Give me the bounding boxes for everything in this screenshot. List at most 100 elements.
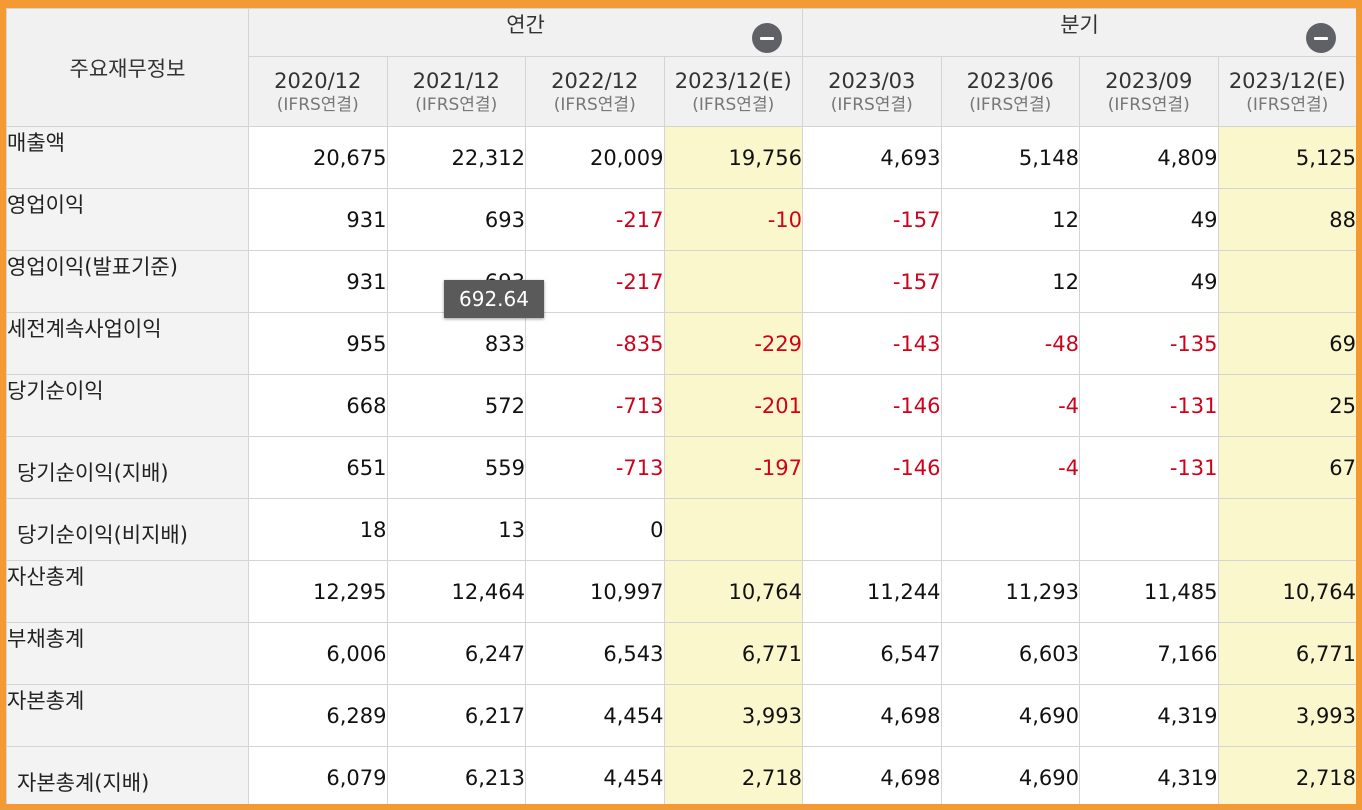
table-cell[interactable]: 2,718 xyxy=(1217,746,1356,804)
collapse-quarterly-minus-circle-icon[interactable] xyxy=(1306,23,1337,53)
table-cell[interactable] xyxy=(1079,498,1219,561)
table-cell[interactable]: 12 xyxy=(940,250,1081,313)
table-cell[interactable]: 6,213 xyxy=(386,746,526,804)
table-cell[interactable] xyxy=(1217,498,1356,561)
table-cell[interactable]: 19,756 xyxy=(663,126,804,189)
table-cell[interactable]: -201 xyxy=(663,374,804,437)
table-cell[interactable]: 3,993 xyxy=(1217,684,1356,747)
table-cell[interactable]: 11,485 xyxy=(1079,560,1219,623)
table-cell[interactable]: 651 xyxy=(248,436,388,499)
table-cell[interactable]: 12,295 xyxy=(248,560,388,623)
table-cell[interactable]: 4,809 xyxy=(1079,126,1219,189)
table-cell[interactable]: 3,993 xyxy=(663,684,804,747)
table-cell[interactable]: -146 xyxy=(802,374,942,437)
table-cell[interactable]: -197 xyxy=(663,436,804,499)
table-cell[interactable] xyxy=(663,498,804,561)
table-cell[interactable]: -229 xyxy=(663,312,804,375)
period-header: 2022/12 (IFRS연결) xyxy=(525,56,665,127)
table-cell[interactable]: 20,675 xyxy=(248,126,388,189)
table-cell[interactable]: 931 xyxy=(248,250,388,313)
table-cell[interactable]: -135 xyxy=(1079,312,1219,375)
table-row: 자본총계(지배) 6,079 6,213 4,454 2,718 4,698 4,690 4,… xyxy=(6,746,1356,804)
table-cell[interactable]: 6,217 xyxy=(386,684,526,747)
table-cell[interactable]: 4,698 xyxy=(802,746,942,804)
period-basis: (IFRS연결) xyxy=(1246,94,1329,115)
table-cell[interactable]: 4,690 xyxy=(940,746,1081,804)
table-cell[interactable]: 6,547 xyxy=(802,622,942,685)
table-cell[interactable]: 5,125 xyxy=(1217,126,1356,189)
table-cell[interactable]: -713 xyxy=(525,436,665,499)
table-cell[interactable]: 49 xyxy=(1079,188,1219,251)
table-cell[interactable]: 6,543 xyxy=(525,622,665,685)
collapse-annual-minus-circle-icon[interactable] xyxy=(752,23,783,53)
table-cell[interactable]: -131 xyxy=(1079,436,1219,499)
table-cell[interactable]: 18 xyxy=(248,498,388,561)
table-cell[interactable]: 10,764 xyxy=(1217,560,1356,623)
table-cell[interactable] xyxy=(1217,250,1356,313)
table-cell[interactable]: 12,464 xyxy=(386,560,526,623)
table-cell[interactable]: 6,247 xyxy=(386,622,526,685)
table-cell[interactable]: -10 xyxy=(663,188,804,251)
table-cell[interactable] xyxy=(663,250,804,313)
row-label: 자본총계(지배) xyxy=(6,746,249,804)
table-cell[interactable]: -157 xyxy=(802,250,942,313)
table-cell[interactable]: 7,166 xyxy=(1079,622,1219,685)
table-cell[interactable]: 931 xyxy=(248,188,388,251)
table-cell[interactable]: 10,764 xyxy=(663,560,804,623)
table-cell[interactable] xyxy=(802,498,942,561)
row-label: 세전계속사업이익 xyxy=(6,312,249,375)
row-label: 매출액 xyxy=(6,126,249,189)
period-year: 2023/06 xyxy=(966,68,1054,93)
table-cell[interactable]: 4,319 xyxy=(1079,684,1219,747)
table-cell[interactable]: -48 xyxy=(940,312,1081,375)
table-cell[interactable]: 955 xyxy=(248,312,388,375)
table-cell[interactable]: 4,690 xyxy=(940,684,1081,747)
table-cell[interactable]: 833 xyxy=(386,312,526,375)
table-cell[interactable]: 49 xyxy=(1079,250,1219,313)
row-label: 영업이익(발표기준) xyxy=(6,250,249,313)
table-cell[interactable]: 4,698 xyxy=(802,684,942,747)
table-cell[interactable]: 572 xyxy=(386,374,526,437)
table-cell[interactable]: 22,312 xyxy=(386,126,526,189)
table-cell[interactable]: 6,289 xyxy=(248,684,388,747)
table-cell[interactable]: 88 xyxy=(1217,188,1356,251)
table-cell[interactable]: -713 xyxy=(525,374,665,437)
table-cell[interactable]: 0 xyxy=(525,498,665,561)
table-cell[interactable]: 10,997 xyxy=(525,560,665,623)
table-cell[interactable]: 6,771 xyxy=(1217,622,1356,685)
table-cell[interactable]: -143 xyxy=(802,312,942,375)
table-cell[interactable]: 6,771 xyxy=(663,622,804,685)
table-cell[interactable]: 2,718 xyxy=(663,746,804,804)
table-cell[interactable]: 6,603 xyxy=(940,622,1081,685)
table-cell[interactable]: 11,244 xyxy=(802,560,942,623)
table-cell[interactable]: 67 xyxy=(1217,436,1356,499)
table-cell[interactable]: 11,293 xyxy=(940,560,1081,623)
table-cell[interactable]: 668 xyxy=(248,374,388,437)
table-cell[interactable]: 5,148 xyxy=(940,126,1081,189)
table-cell[interactable]: 6,006 xyxy=(248,622,388,685)
table-cell[interactable]: 12 xyxy=(940,188,1081,251)
table-cell[interactable]: -157 xyxy=(802,188,942,251)
table-cell[interactable]: 6,079 xyxy=(248,746,388,804)
table-cell[interactable]: -217 xyxy=(525,250,665,313)
table-cell[interactable]: 559 xyxy=(386,436,526,499)
table-cell[interactable]: 4,319 xyxy=(1079,746,1219,804)
table-cell[interactable]: -131 xyxy=(1079,374,1219,437)
table-cell[interactable]: 693 xyxy=(386,188,526,251)
table-cell[interactable]: 25 xyxy=(1217,374,1356,437)
table-cell[interactable] xyxy=(940,498,1081,561)
table-cell[interactable]: 69 xyxy=(1217,312,1356,375)
table-cell[interactable]: -4 xyxy=(940,374,1081,437)
table-cell[interactable]: 4,454 xyxy=(525,684,665,747)
table-cell[interactable]: 4,454 xyxy=(525,746,665,804)
table-row: 매출액 20,675 22,312 20,009 19,756 4,693 5,148 4,8… xyxy=(6,126,1356,189)
table-row: 자산총계 12,295 12,464 10,997 10,764 11,244 11,293… xyxy=(6,560,1356,623)
table-cell[interactable]: -4 xyxy=(940,436,1081,499)
table-cell[interactable]: 4,693 xyxy=(802,126,942,189)
table-cell[interactable]: 20,009 xyxy=(525,126,665,189)
table-cell[interactable]: -146 xyxy=(802,436,942,499)
period-header: 2023/09 (IFRS연결) xyxy=(1079,56,1219,127)
table-cell[interactable]: -835 xyxy=(525,312,665,375)
table-cell[interactable]: -217 xyxy=(525,188,665,251)
table-cell[interactable]: 13 xyxy=(386,498,526,561)
